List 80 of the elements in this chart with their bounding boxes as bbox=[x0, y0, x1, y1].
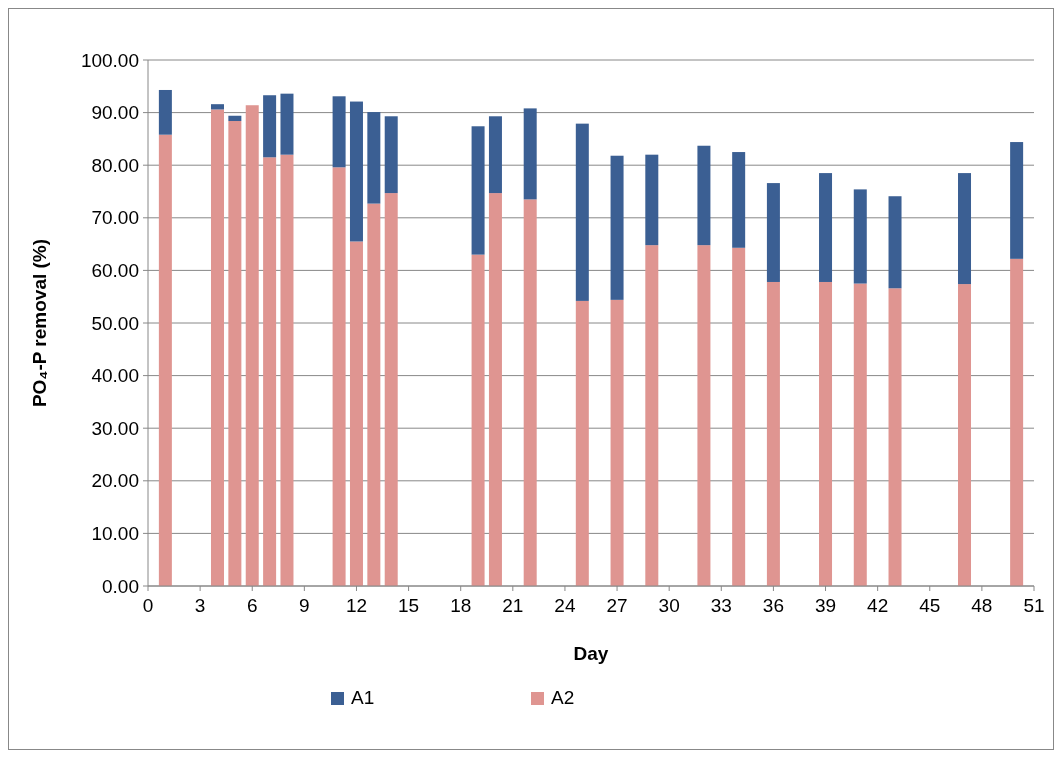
x-tick-label: 39 bbox=[814, 595, 837, 616]
bar bbox=[280, 93, 294, 155]
y-tick-label: 30.00 bbox=[91, 417, 139, 439]
bar bbox=[610, 155, 624, 300]
bar bbox=[888, 288, 902, 586]
legend-label: A2 bbox=[551, 687, 575, 708]
bar bbox=[228, 121, 242, 586]
y-tick-label: 70.00 bbox=[91, 207, 139, 229]
bar bbox=[332, 167, 346, 586]
bar bbox=[263, 157, 277, 586]
bar bbox=[488, 193, 502, 586]
x-tick-label: 48 bbox=[971, 595, 993, 616]
x-tick-label: 21 bbox=[502, 595, 524, 616]
x-tick-label: 18 bbox=[450, 595, 472, 616]
bar bbox=[263, 95, 277, 158]
bar bbox=[697, 145, 711, 246]
bar bbox=[1010, 142, 1024, 259]
bar bbox=[697, 245, 711, 586]
bar bbox=[819, 281, 833, 586]
bar bbox=[610, 299, 624, 586]
bar bbox=[575, 300, 589, 586]
bar bbox=[471, 126, 485, 255]
x-tick-label: 27 bbox=[606, 595, 628, 616]
bar bbox=[523, 199, 537, 586]
bar bbox=[349, 241, 363, 586]
bar bbox=[766, 281, 780, 586]
bar bbox=[488, 116, 502, 194]
bar bbox=[471, 254, 485, 586]
bar bbox=[523, 108, 537, 200]
bar bbox=[958, 173, 972, 285]
bar bbox=[245, 105, 259, 586]
bar bbox=[575, 123, 589, 301]
bar bbox=[349, 101, 363, 242]
bar bbox=[853, 283, 867, 586]
y-tick-label: 100.00 bbox=[80, 49, 139, 71]
x-tick-label: 51 bbox=[1023, 595, 1045, 616]
x-tick-label: 33 bbox=[710, 595, 732, 616]
bar bbox=[766, 183, 780, 282]
x-tick-label: 3 bbox=[194, 595, 206, 616]
y-tick-label: 10.00 bbox=[91, 523, 139, 545]
x-tick-label: 15 bbox=[398, 595, 420, 616]
bar bbox=[819, 173, 833, 282]
y-tick-label: 40.00 bbox=[91, 365, 139, 387]
bar bbox=[210, 104, 224, 110]
x-axis-title: Day bbox=[573, 643, 609, 664]
bar bbox=[888, 196, 902, 289]
bar bbox=[158, 134, 172, 586]
x-tick-label: 42 bbox=[867, 595, 889, 616]
x-tick-label: 6 bbox=[246, 595, 258, 616]
bar bbox=[958, 284, 972, 586]
bar bbox=[210, 109, 224, 586]
x-tick-label: 24 bbox=[554, 595, 576, 616]
x-tick-label: 36 bbox=[762, 595, 784, 616]
x-tick-label: 0 bbox=[142, 595, 154, 616]
legend-label: A1 bbox=[351, 687, 375, 708]
bar bbox=[280, 154, 294, 586]
y-axis-title: PO₄-P removal (%) bbox=[29, 238, 50, 408]
x-tick-label: 30 bbox=[658, 595, 680, 616]
bar bbox=[158, 89, 172, 135]
bar bbox=[332, 96, 346, 168]
y-tick-label: 80.00 bbox=[91, 154, 139, 176]
x-tick-label: 45 bbox=[919, 595, 941, 616]
y-tick-label: 20.00 bbox=[91, 470, 139, 492]
bar bbox=[367, 112, 381, 204]
bar bbox=[645, 154, 659, 246]
bar bbox=[384, 193, 398, 586]
y-tick-label: 60.00 bbox=[91, 260, 139, 282]
bar bbox=[645, 245, 659, 586]
bar bbox=[1010, 258, 1024, 586]
bar bbox=[384, 116, 398, 194]
y-tick-label: 0.00 bbox=[102, 575, 139, 597]
bar bbox=[853, 189, 867, 284]
x-tick-label: 12 bbox=[345, 595, 368, 616]
bar bbox=[732, 152, 746, 248]
y-tick-label: 50.00 bbox=[91, 312, 139, 334]
bar bbox=[732, 247, 746, 586]
x-tick-label: 9 bbox=[299, 595, 310, 616]
bar bbox=[228, 115, 242, 122]
y-tick-label: 90.00 bbox=[91, 102, 139, 124]
bar bbox=[367, 203, 381, 586]
